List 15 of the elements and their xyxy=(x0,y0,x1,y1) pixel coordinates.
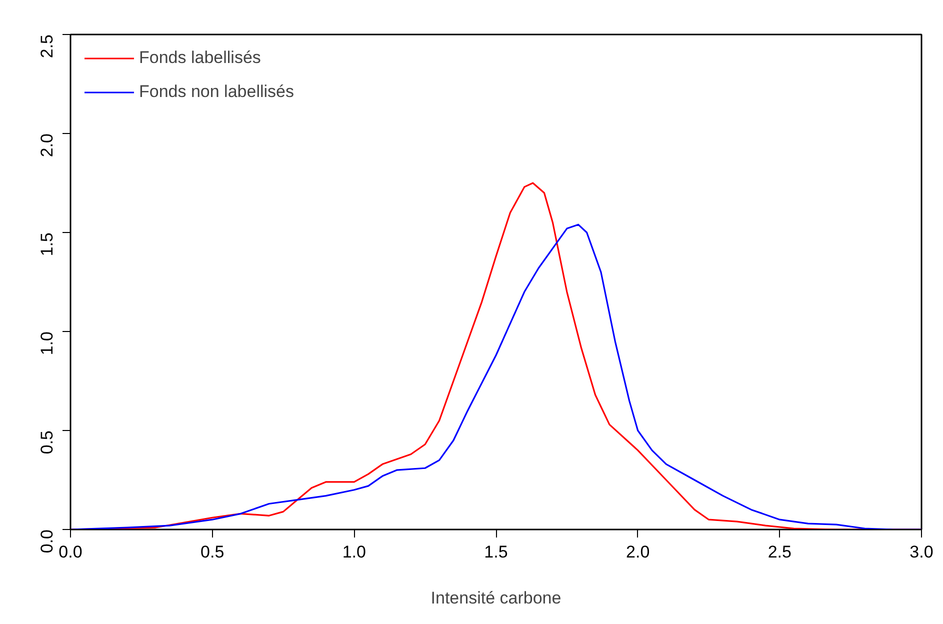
x-tick-label: 3.0 xyxy=(910,542,934,562)
y-tick-label: 0.5 xyxy=(38,430,56,454)
y-tick-label: 2.0 xyxy=(38,133,56,158)
y-tick-label: 2.5 xyxy=(38,34,56,58)
x-tick-label: 1.5 xyxy=(484,542,508,562)
x-tick-label: 0.0 xyxy=(58,542,82,562)
y-tick-label: 1.0 xyxy=(38,331,56,356)
x-axis-title: Intensité carbone xyxy=(430,588,562,608)
x-tick-label: 2.5 xyxy=(768,542,792,562)
x-tick-label: 0.5 xyxy=(200,542,224,562)
x-tick-label: 1.0 xyxy=(342,542,366,562)
legend-label: Fonds non labellisés xyxy=(139,82,294,102)
legend-label: Fonds labellisés xyxy=(139,48,261,68)
y-tick-label: 1.5 xyxy=(38,232,56,256)
x-tick-label: 2.0 xyxy=(626,542,650,562)
